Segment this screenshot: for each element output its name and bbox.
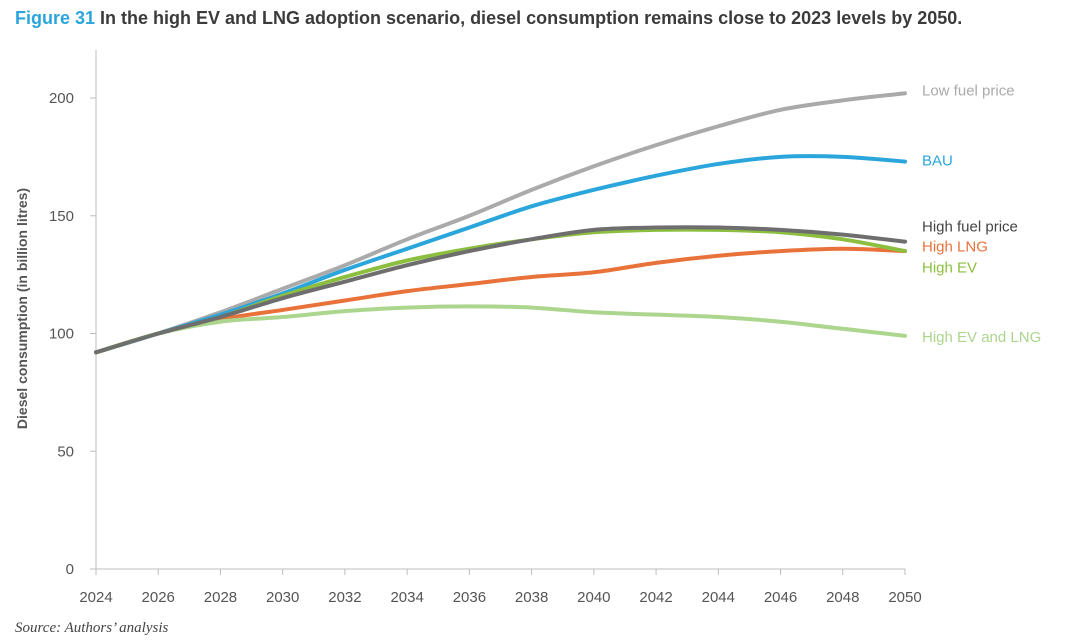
y-tick-label: 50 — [57, 443, 74, 460]
y-axis-label: Diesel consumption (in billion litres) — [14, 188, 30, 429]
x-tick-label: 2050 — [888, 589, 921, 606]
series-line-high-ev-and-lng — [94, 304, 907, 355]
x-tick-label: 2036 — [453, 589, 486, 606]
series-line-high-ev — [94, 227, 907, 355]
series-label-high-lng: High LNG — [922, 238, 988, 255]
y-tick-label: 150 — [49, 208, 74, 225]
x-tick-label: 2038 — [515, 589, 548, 606]
figure-title-text: In the high EV and LNG adoption scenario… — [100, 8, 963, 28]
series-line-high-fuel-price — [94, 225, 907, 355]
x-tick-label: 2040 — [577, 589, 610, 606]
series-line-bau — [94, 154, 907, 355]
x-tick-label: 2044 — [702, 589, 735, 606]
series-line-low-fuel-price — [94, 91, 907, 355]
figure-title: Figure 31 In the high EV and LNG adoptio… — [15, 8, 962, 29]
y-tick-label: 0 — [66, 561, 74, 578]
x-tick-label: 2048 — [826, 589, 859, 606]
x-tick-label: 2024 — [79, 589, 112, 606]
x-tick-label: 2030 — [266, 589, 299, 606]
series-label-bau: BAU — [922, 152, 953, 169]
figure-label: Figure 31 — [15, 8, 96, 28]
x-tick-label: 2034 — [390, 589, 423, 606]
y-tick-label: 100 — [49, 326, 74, 343]
x-tick-label: 2032 — [328, 589, 361, 606]
y-tick-label: 200 — [49, 90, 74, 107]
series-label-low-fuel-price: Low fuel price — [922, 82, 1015, 99]
x-tick-label: 2046 — [764, 589, 797, 606]
series-line-high-lng — [94, 246, 907, 355]
series-label-high-fuel-price: High fuel price — [922, 218, 1018, 235]
series-label-high-ev-and-lng: High EV and LNG — [922, 329, 1041, 346]
x-tick-label: 2026 — [142, 589, 175, 606]
source-note: Source: Authors’ analysis — [15, 620, 169, 636]
x-tick-label: 2042 — [639, 589, 672, 606]
x-tick-label: 2028 — [204, 589, 237, 606]
series-label-high-ev: High EV — [922, 260, 977, 277]
